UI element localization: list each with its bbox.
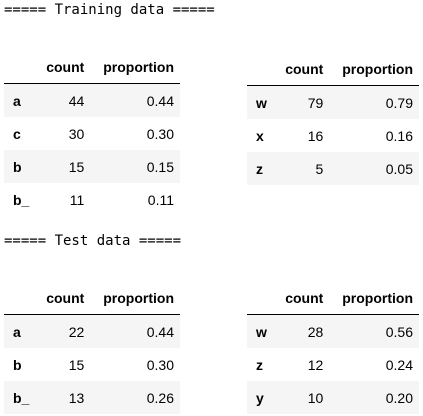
table-row: z 5 0.05 (247, 152, 419, 185)
row-index: b_ (13, 389, 30, 406)
row-index: b_ (13, 191, 30, 208)
header-row: count proportion (4, 50, 180, 84)
header-row: count proportion (4, 281, 180, 315)
table-header: count proportion (247, 281, 419, 315)
column-header-count: count (36, 50, 91, 84)
table-row: a 22 0.44 (4, 314, 180, 348)
row-index: z (256, 356, 263, 373)
count-cell: 22 (68, 323, 85, 340)
row-index: a (13, 323, 21, 340)
column-header-proportion: proportion (90, 281, 180, 315)
count-cell: 15 (68, 356, 85, 373)
row-index: b (13, 158, 22, 175)
count-cell: 5 (315, 160, 324, 177)
table-row: b 15 0.15 (4, 150, 180, 183)
proportion-cell: 0.79 (385, 94, 413, 111)
count-cell: 16 (307, 127, 324, 144)
count-cell: 10 (307, 389, 324, 406)
proportion-cell: 0.24 (385, 356, 413, 373)
row-index: z (256, 160, 263, 177)
index-header (247, 281, 275, 315)
count-cell: 30 (68, 125, 85, 142)
table-row: c 30 0.30 (4, 117, 180, 150)
header-row: count proportion (247, 52, 419, 86)
row-index: w (256, 323, 267, 340)
table-row: b_ 11 0.11 (4, 183, 180, 216)
count-cell: 15 (68, 158, 85, 175)
count-cell: 28 (307, 323, 324, 340)
row-index: x (256, 127, 264, 144)
table-header: count proportion (4, 50, 180, 84)
index-header (4, 50, 36, 84)
proportion-cell: 0.05 (385, 160, 413, 177)
proportion-cell: 0.15 (146, 158, 174, 175)
table-row: z 12 0.24 (247, 348, 419, 381)
count-cell: 79 (307, 94, 324, 111)
proportion-cell: 0.44 (146, 92, 174, 109)
proportion-cell: 0.26 (146, 389, 174, 406)
row-index: c (13, 125, 21, 142)
proportion-cell: 0.30 (146, 125, 174, 142)
proportion-cell: 0.11 (147, 191, 174, 208)
column-header-count: count (275, 52, 330, 86)
column-header-count: count (36, 281, 91, 315)
header-row: count proportion (247, 281, 419, 315)
row-index: w (256, 94, 267, 111)
table-row: a 44 0.44 (4, 83, 180, 117)
training-data-heading: ===== Training data ===== (4, 2, 215, 18)
row-index: y (256, 389, 264, 406)
table-row: b 15 0.30 (4, 348, 180, 381)
table-header: count proportion (4, 281, 180, 315)
index-header (247, 52, 275, 86)
proportion-cell: 0.20 (385, 389, 413, 406)
proportion-cell: 0.56 (385, 323, 413, 340)
count-cell: 13 (68, 389, 85, 406)
proportion-cell: 0.30 (146, 356, 174, 373)
count-cell: 11 (69, 191, 85, 208)
training-right-table: count proportion w 79 0.79 x 16 0.16 z 5… (247, 52, 419, 185)
column-header-count: count (275, 281, 330, 315)
index-header (4, 281, 36, 315)
table-header: count proportion (247, 52, 419, 86)
column-header-proportion: proportion (329, 281, 419, 315)
test-left-table: count proportion a 22 0.44 b 15 0.30 b_ … (4, 281, 180, 414)
column-header-proportion: proportion (329, 52, 419, 86)
table-row: w 79 0.79 (247, 85, 419, 119)
proportion-cell: 0.16 (385, 127, 413, 144)
table-row: b_ 13 0.26 (4, 381, 180, 414)
row-index: a (13, 92, 21, 109)
count-cell: 44 (68, 92, 85, 109)
proportion-cell: 0.44 (146, 323, 174, 340)
table-row: w 28 0.56 (247, 314, 419, 348)
test-right-table: count proportion w 28 0.56 z 12 0.24 y 1… (247, 281, 419, 414)
table-row: x 16 0.16 (247, 119, 419, 152)
training-left-table: count proportion a 44 0.44 c 30 0.30 b 1… (4, 50, 180, 216)
table-row: y 10 0.20 (247, 381, 419, 414)
count-cell: 12 (307, 356, 324, 373)
column-header-proportion: proportion (90, 50, 180, 84)
row-index: b (13, 356, 22, 373)
test-data-heading: ===== Test data ===== (4, 233, 182, 249)
